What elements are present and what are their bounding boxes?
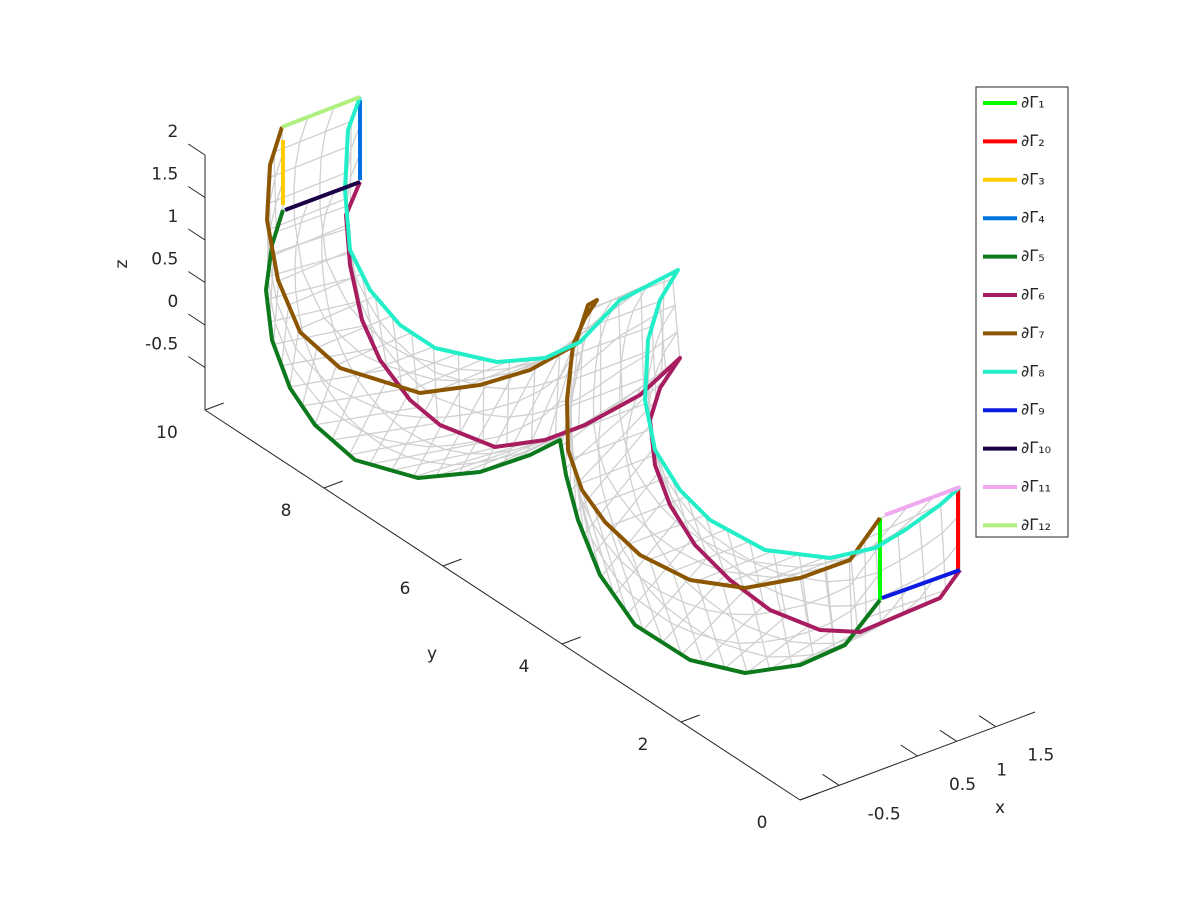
z-tick (188, 143, 206, 156)
boundary-curve (343, 96, 962, 560)
x-tick (900, 744, 918, 757)
y-axis-label: y (427, 644, 437, 664)
legend-label: ∂Γ₆ (1021, 285, 1045, 304)
x-axis-label: x (995, 798, 1005, 818)
mesh-line (346, 153, 961, 607)
boundary-curve (881, 568, 961, 600)
y-tick (442, 558, 462, 567)
mesh-line (273, 120, 352, 233)
mesh-line (267, 154, 881, 616)
x-tick (978, 715, 997, 728)
z-tick-label: 0.5 (151, 250, 178, 270)
x-tick-label: -0.5 (868, 804, 901, 824)
z-tick-label: -0.5 (145, 335, 178, 355)
legend-label: ∂Γ₁₁ (1021, 477, 1051, 496)
mesh-line (294, 200, 908, 658)
legend-label: ∂Γ₁₀ (1021, 438, 1051, 457)
y-tick (323, 480, 343, 489)
z-tick (188, 271, 206, 283)
legend-label: ∂Γ₁ (1021, 93, 1045, 112)
legend-label: ∂Γ₄ (1021, 208, 1045, 227)
boundary-curve (265, 126, 882, 590)
x-tick-label: 1.5 (1027, 746, 1054, 766)
x-tick-label: 0.5 (949, 775, 976, 795)
x-tick (939, 729, 957, 742)
y-tick-label: 4 (519, 657, 530, 677)
boundary-curve (281, 95, 361, 129)
legend-label: ∂Γ₃ (1021, 169, 1045, 188)
legend-label: ∂Γ₁₂ (1021, 515, 1051, 534)
y-tick-label: 6 (400, 579, 411, 599)
y-tick (204, 402, 224, 411)
y-tick (680, 714, 700, 723)
y-axis (204, 409, 801, 801)
z-axis-label: z (112, 259, 132, 268)
y-tick (799, 792, 819, 801)
z-tick (188, 356, 206, 368)
z-tick-label: 1 (167, 207, 178, 227)
boundary-curves (264, 95, 962, 675)
legend-label: ∂Γ₅ (1021, 246, 1045, 265)
z-tick (188, 228, 206, 241)
y-tick-label: 10 (156, 423, 178, 443)
legend: ∂Γ₁ ∂Γ₂ ∂Γ₃ ∂Γ₄ ∂Γ₅ ∂Γ₆ ∂Γ₇ ∂Γ₈ ∂Γ₉ ∂Γ₁₀ ∂Γ₁₁ ∂Γ₁₂ (975, 86, 1069, 538)
mesh-line (578, 453, 679, 596)
boundary-curve (884, 485, 961, 517)
legend-label: ∂Γ₈ (1021, 361, 1045, 380)
mesh (266, 96, 961, 674)
legend-label: ∂Γ₂ (1021, 131, 1045, 150)
boundary-curve (264, 209, 882, 675)
x-tick (822, 773, 840, 786)
x-tick-label: 1 (996, 760, 1007, 780)
y-tick (561, 636, 581, 645)
z-tick-label: 2 (167, 122, 178, 142)
z-tick-label: 1.5 (151, 165, 178, 185)
legend-label: ∂Γ₉ (1021, 400, 1045, 419)
z-tick-label: 0 (167, 292, 178, 312)
boundary-curve (284, 180, 361, 212)
axes: -0.5 0 0.5 1 1.5 2 0 2 4 6 8 10 -0.5 0.5 1 1.5 x y z (112, 122, 1054, 833)
z-tick (188, 313, 206, 326)
legend-box (975, 86, 1069, 538)
mesh-line (321, 191, 934, 645)
y-tick-label: 2 (638, 735, 649, 755)
mesh-line (348, 352, 461, 456)
mesh-line (269, 223, 359, 323)
y-tick-label: 8 (281, 501, 292, 521)
legend-label: ∂Γ₇ (1021, 323, 1045, 342)
boundary-curve (344, 181, 962, 634)
y-tick-label: 0 (757, 813, 768, 833)
z-tick (188, 186, 206, 198)
mesh-line (267, 182, 881, 645)
